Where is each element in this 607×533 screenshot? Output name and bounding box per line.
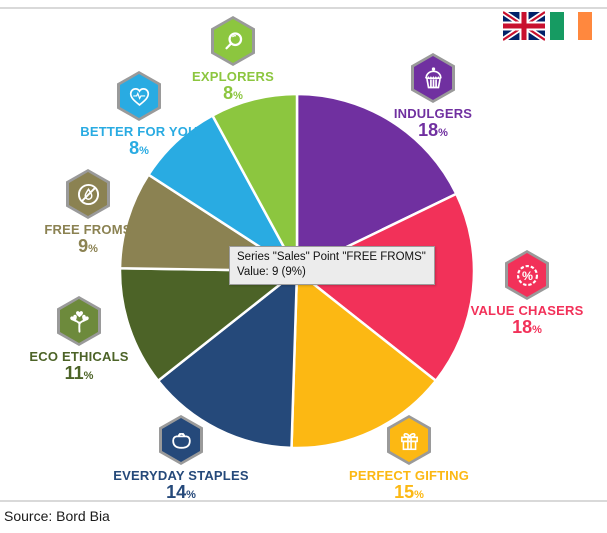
hexagon-tile — [411, 53, 455, 103]
segment-everyday-staples: EVERYDAY STAPLES 14% — [96, 415, 266, 502]
segment-percent: 8% — [223, 83, 243, 103]
hexagon-tile — [387, 415, 431, 465]
pie-slice-eco-ethicals[interactable] — [118, 267, 299, 382]
pie-slice-value-chasers[interactable] — [295, 192, 476, 382]
segment-label: BETTER FOR YOU — [80, 124, 198, 139]
pie-slice-everyday-staples[interactable] — [156, 269, 299, 450]
segment-label: VALUE CHASERS — [470, 303, 584, 318]
source-text: Source: Bord Bia — [4, 508, 110, 524]
heart-tree-icon — [69, 310, 89, 333]
tooltip: Series "Sales" Point "FREE FROMS" Value:… — [229, 246, 435, 285]
segment-percent: 18% — [418, 120, 448, 140]
pie-slice-perfect-gifting[interactable] — [290, 269, 438, 450]
pie-slice-explorers[interactable] — [211, 92, 299, 273]
hexagon-tile — [159, 415, 203, 465]
hexagon-tile — [211, 16, 255, 66]
svg-text:%: % — [522, 269, 533, 283]
segment-perfect-gifting: PERFECT GIFTING 15% — [324, 415, 494, 502]
tooltip-value-line: Value: 9 (9%) — [237, 265, 306, 278]
purse-icon — [171, 432, 191, 449]
segment-indulgers: INDULGERS 18% — [348, 53, 518, 140]
tooltip-series-line: Series "Sales" Point "FREE FROMS" — [237, 251, 426, 263]
segment-label: FREE FROMS — [44, 222, 132, 237]
no-drop-icon — [77, 183, 99, 205]
cupcake-icon — [424, 66, 442, 88]
segment-label: ECO ETHICALS — [29, 349, 129, 364]
segment-eco-ethicals: ECO ETHICALS 11% — [0, 296, 164, 383]
segment-percent: 8% — [129, 138, 149, 158]
hexagon-tile: % — [505, 250, 549, 300]
magnifier-icon — [224, 31, 242, 49]
segment-percent: 15% — [394, 482, 424, 502]
footer-divider — [0, 500, 607, 502]
segment-percent: 14% — [166, 482, 196, 502]
segment-percent: 11% — [64, 363, 94, 383]
hexagon-tile — [57, 296, 101, 346]
segment-label: EVERYDAY STAPLES — [113, 468, 249, 483]
uk-flag-icon — [503, 10, 545, 42]
segment-value-chasers: % VALUE CHASERS 18% — [442, 250, 607, 337]
hexagon-tile — [66, 169, 110, 219]
ireland-flag-icon — [550, 12, 592, 40]
percent-badge-icon: % — [516, 264, 538, 286]
top-divider — [0, 7, 607, 9]
pie-slice-indulgers[interactable] — [295, 92, 458, 273]
segment-label: INDULGERS — [393, 106, 473, 121]
segment-percent: 9% — [78, 236, 98, 256]
segment-label: EXPLORERS — [192, 69, 274, 84]
segment-percent: 18% — [512, 317, 542, 337]
segment-free-froms: FREE FROMS 9% — [3, 169, 173, 256]
flags-group — [503, 10, 592, 42]
segment-label: PERFECT GIFTING — [349, 468, 469, 483]
segment-explorers: EXPLORERS 8% — [148, 16, 318, 103]
gift-icon — [400, 432, 418, 450]
heart-pulse-icon — [129, 87, 149, 106]
segment-better-for-you: BETTER FOR YOU 8% — [54, 71, 224, 158]
